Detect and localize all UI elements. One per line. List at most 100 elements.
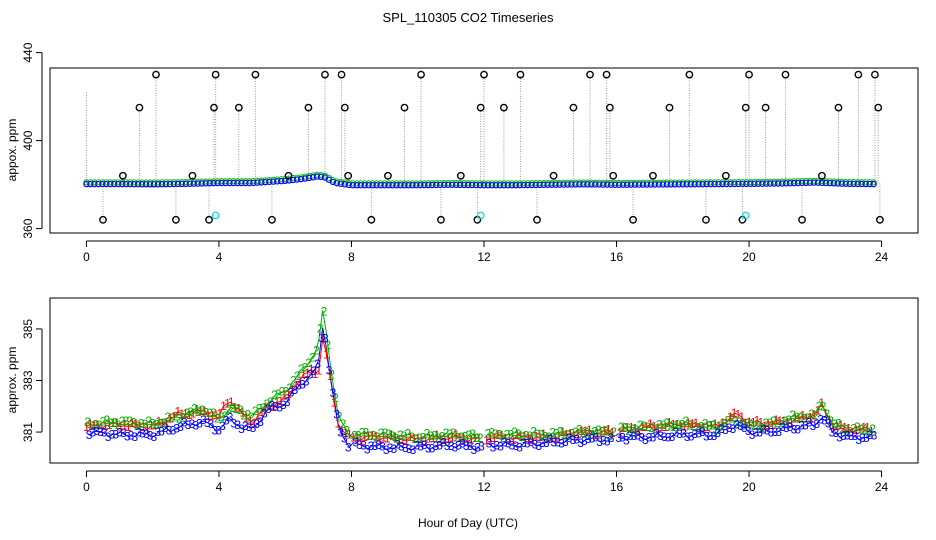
series-symbol-1: 1 (647, 417, 654, 431)
series-symbol-2: 2 (111, 415, 118, 429)
series-symbol-3: 3 (242, 419, 249, 433)
bottom-series-lines (86, 310, 872, 451)
series-symbol-2: 2 (664, 416, 671, 430)
series-symbol-3: 3 (817, 413, 824, 427)
series-symbol-3: 3 (554, 436, 561, 450)
spike-point (171, 215, 180, 224)
series-symbol-2: 2 (263, 397, 270, 411)
series-symbol-3: 3 (730, 422, 737, 436)
series-symbol-2: 2 (161, 416, 168, 430)
series-symbol-3: 3 (295, 379, 302, 393)
baseline-point (822, 179, 830, 187)
series-symbol-1: 1 (365, 429, 372, 443)
series-symbol-2: 2 (591, 425, 598, 439)
bottom-y-tick-label: 381 (21, 422, 35, 442)
top-panel: 0 4 8 12 16 20 24 360 400 440 appox. ppm (5, 42, 919, 264)
spike-point (135, 103, 144, 112)
spike-point (854, 70, 863, 79)
series-symbol-1: 1 (106, 418, 113, 432)
top-spike-lines (85, 74, 881, 220)
series-symbol-3: 3 (665, 430, 672, 444)
series-symbol-3: 3 (787, 420, 794, 434)
series-symbol-3: 3 (486, 436, 493, 450)
spike-point (665, 103, 674, 112)
series-symbol-3: 3 (699, 425, 706, 439)
series-symbol-3: 3 (493, 439, 500, 453)
spike-point (874, 103, 883, 112)
series-symbol-1: 1 (834, 419, 841, 433)
series-symbol-3: 3 (311, 364, 318, 378)
series-symbol-2: 2 (465, 428, 472, 442)
series-symbol-2: 2 (744, 417, 751, 431)
series-symbol-2: 2 (126, 414, 133, 428)
series-symbol-2: 2 (782, 414, 789, 428)
series-symbol-1: 1 (468, 432, 475, 446)
series-symbol-1: 1 (316, 364, 323, 378)
series-symbol-2: 2 (88, 419, 95, 433)
series-symbol-2: 2 (576, 422, 583, 436)
top-y-tick-label: 440 (21, 42, 35, 62)
series-symbol-3: 3 (181, 415, 188, 429)
series-symbol-1: 1 (266, 399, 273, 413)
series-symbol-3: 3 (551, 435, 558, 449)
spike-point (384, 171, 392, 180)
series-symbol-1: 1 (708, 419, 715, 433)
x-axis-title: Hour of Day (UTC) (418, 516, 518, 530)
series-symbol-2: 2 (793, 410, 800, 424)
series-symbol-1: 1 (796, 411, 803, 425)
series-symbol-1: 1 (860, 420, 867, 434)
baseline-point (345, 181, 353, 189)
series-symbol-2: 2 (694, 421, 701, 435)
series-symbol-2: 2 (572, 425, 579, 439)
series-symbol-3: 3 (147, 429, 154, 443)
series-symbol-1: 1 (228, 395, 235, 409)
series-symbol-1: 1 (677, 420, 684, 434)
series-symbol-2: 2 (785, 413, 792, 427)
spike-point (284, 171, 293, 180)
series-symbol-2: 2 (660, 418, 667, 432)
series-symbol-2: 2 (789, 408, 796, 422)
series-symbol-1: 1 (178, 407, 185, 421)
series-symbol-3: 3 (211, 423, 218, 437)
series-symbol-1: 1 (662, 420, 669, 434)
spike-point (818, 171, 826, 180)
series-symbol-1: 1 (803, 411, 810, 425)
series-symbol-1: 1 (857, 423, 864, 437)
series-symbol-1: 1 (769, 418, 776, 432)
series-symbol-1: 1 (514, 428, 521, 442)
series-symbol-3: 3 (356, 438, 363, 452)
series-symbol-1: 1 (837, 418, 844, 432)
series-symbol-3: 3 (585, 432, 592, 446)
series-symbol-3: 3 (775, 425, 782, 439)
series-symbol-2: 2 (412, 432, 419, 446)
series-symbol-3: 3 (711, 429, 718, 443)
bottom-x-tick-label: 4 (216, 480, 223, 494)
series-symbol-1: 1 (121, 418, 128, 432)
series-symbol-1: 1 (773, 413, 780, 427)
series-symbol-2: 2 (404, 427, 411, 441)
series-symbol-1: 1 (308, 362, 315, 376)
series-symbol-1: 1 (556, 430, 563, 444)
series-symbol-3: 3 (368, 439, 375, 453)
series-symbol-2: 2 (206, 406, 213, 420)
series-symbol-2: 2 (542, 429, 549, 443)
series-symbol-3: 3 (562, 435, 569, 449)
series-symbol-3: 3 (528, 435, 535, 449)
series-symbol-1: 1 (350, 430, 357, 444)
series-symbol-3: 3 (234, 418, 241, 432)
series-symbol-1: 1 (704, 420, 711, 434)
series-symbol-3: 3 (573, 432, 580, 446)
series-symbol-1: 1 (582, 424, 589, 438)
series-symbol-3: 3 (406, 442, 413, 456)
top-flagged-points (211, 211, 750, 220)
spike-point (337, 70, 346, 79)
series-symbol-3: 3 (806, 415, 813, 429)
series-symbol-1: 1 (342, 426, 349, 440)
series-symbol-1: 1 (209, 409, 216, 423)
series-symbol-3: 3 (139, 426, 146, 440)
series-symbol-2: 2 (835, 417, 842, 431)
top-x-tick-label: 16 (610, 250, 624, 264)
series-symbol-3: 3 (867, 428, 874, 442)
series-symbol-3: 3 (543, 436, 550, 450)
spike-point (344, 171, 353, 180)
